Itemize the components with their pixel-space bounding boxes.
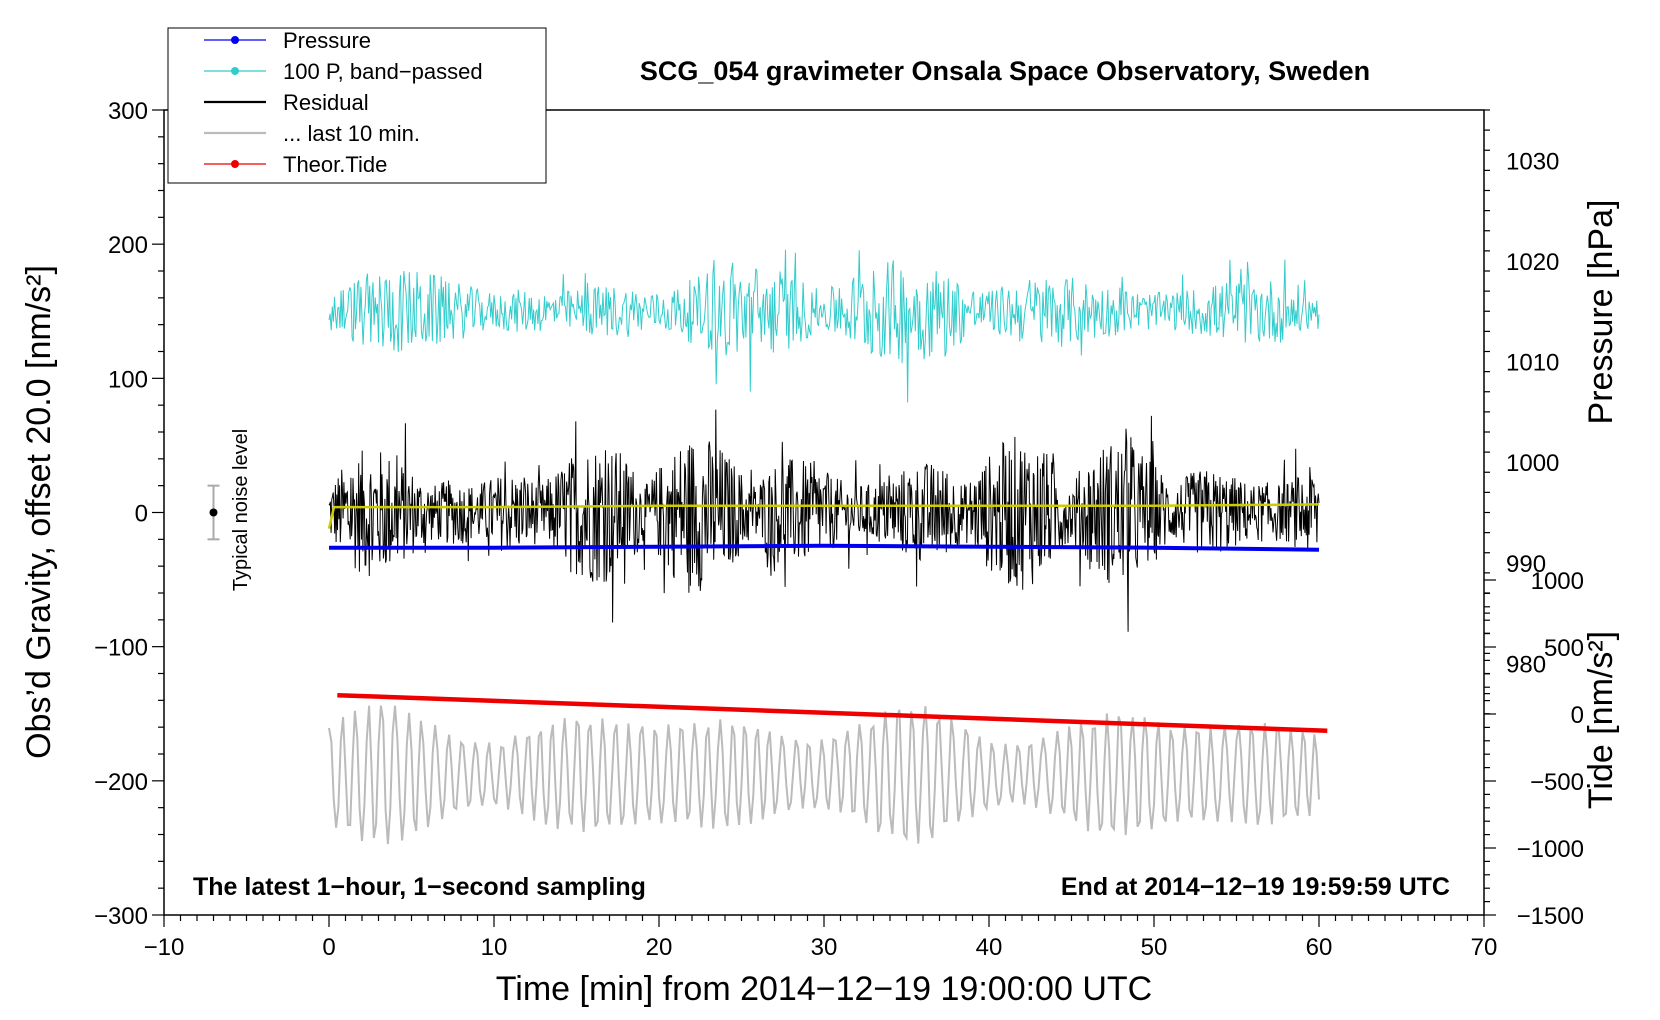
annotation-sampling: The latest 1−hour, 1−second sampling: [193, 873, 646, 901]
last-10-min-series-line: [328, 705, 1320, 845]
band-passed-pressure-series-line: [328, 249, 1320, 403]
noise-bar-center-dot: [209, 508, 218, 517]
legend-label: 100 P, band−passed: [283, 59, 483, 84]
pressure-tick-label: 1030: [1506, 148, 1559, 175]
x-tick-label: −10: [144, 934, 185, 961]
y-tick-label: 200: [108, 232, 148, 259]
x-tick-label: 30: [811, 934, 838, 961]
legend-label: Pressure: [283, 28, 371, 53]
x-tick-label: 40: [976, 934, 1003, 961]
y-tick-label: −100: [94, 635, 148, 662]
y-axis-label-left: Obs’d Gravity, offset 20.0 [nm/s²]: [20, 265, 58, 759]
legend: Pressure 100 P, band−passed Residual ... la…: [167, 27, 547, 184]
x-tick-label: 60: [1306, 934, 1333, 961]
legend-label: Theor.Tide: [283, 152, 387, 177]
noise-level-label: Typical noise level: [230, 429, 252, 591]
pressure-tick-label: 1000: [1506, 450, 1559, 477]
x-tick-label: 0: [322, 934, 335, 961]
legend-swatch-marker: [231, 67, 239, 75]
tide-tick-label: 0: [1571, 702, 1584, 729]
y-tick-label: −300: [94, 903, 148, 930]
y-tick-label: −200: [94, 769, 148, 796]
tide-series-line: [337, 692, 1328, 734]
x-tick-label: 50: [1141, 934, 1168, 961]
x-tick-label: 20: [646, 934, 673, 961]
noise-bar: [207, 484, 220, 541]
legend-swatch-marker: [231, 36, 239, 44]
pressure-series-line: [329, 543, 1320, 552]
tide-tick-label: 1000: [1531, 568, 1584, 595]
series-group: [327, 249, 1328, 845]
legend-box: [167, 27, 547, 184]
annotation-end-time: End at 2014−12−19 19:59:59 UTC: [1061, 873, 1450, 901]
x-axis-ticks: −10 0 10 20 30 40 50 60 70: [144, 915, 1498, 961]
tide-axis-ticks: 1000 500 0 −500 −1000 −1500: [1484, 568, 1584, 930]
y-axis-left-ticks: 300 200 100 0 −100 −200 −300: [94, 98, 164, 930]
tide-tick-label: 500: [1544, 635, 1584, 662]
legend-swatch-marker: [231, 160, 239, 168]
chart-title: SCG_054 gravimeter Onsala Space Observat…: [640, 56, 1370, 86]
y-tick-label: 300: [108, 98, 148, 125]
y-axis-label-pressure: Pressure [hPa]: [1582, 200, 1620, 425]
y-tick-label: 0: [135, 501, 148, 528]
x-tick-label: 70: [1471, 934, 1498, 961]
x-axis-label: Time [min] from 2014−12−19 19:00:00 UTC: [496, 970, 1152, 1008]
legend-label: ... last 10 min.: [283, 121, 420, 146]
pressure-tick-label: 990: [1506, 551, 1546, 578]
x-tick-label: 10: [481, 934, 508, 961]
pressure-tick-label: 1010: [1506, 350, 1559, 377]
tide-tick-label: −1000: [1517, 836, 1584, 863]
residual-series-line: [328, 409, 1320, 632]
residual-smoothed-series-line: [327, 503, 1320, 529]
tide-tick-label: −500: [1530, 769, 1584, 796]
legend-label: Residual: [283, 90, 369, 115]
tide-tick-label: −1500: [1517, 903, 1584, 930]
pressure-axis-ticks: 1030 1020 1010 1000 990 980: [1484, 109, 1559, 715]
y-axis-label-tide: Tide [nm/s²]: [1582, 631, 1620, 809]
pressure-tick-label: 1020: [1506, 249, 1559, 276]
pressure-tick-label: 980: [1506, 651, 1546, 678]
y-tick-label: 100: [108, 366, 148, 393]
